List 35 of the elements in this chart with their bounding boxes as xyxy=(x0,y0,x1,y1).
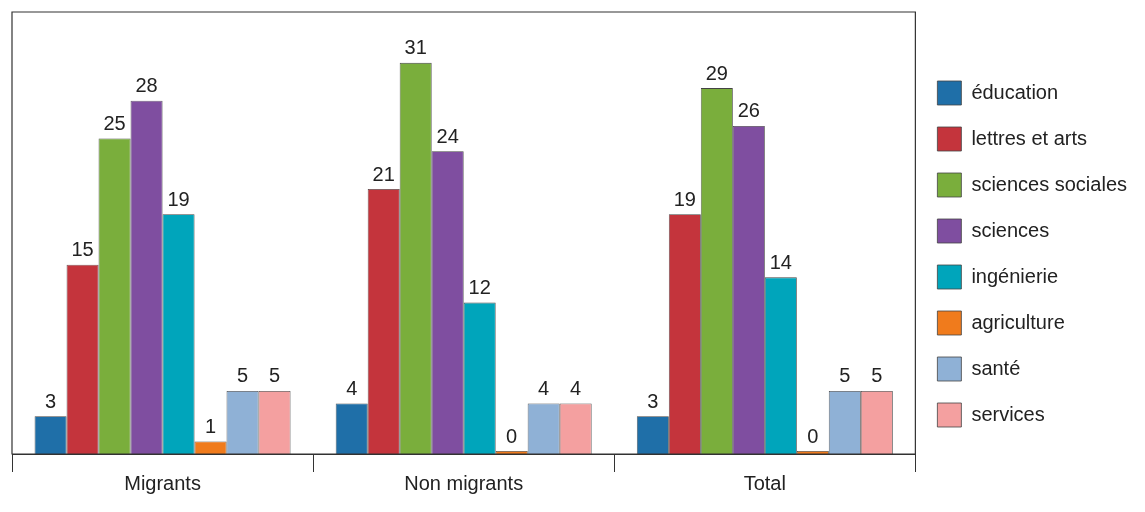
legend-label: sciences xyxy=(971,218,1050,241)
data-label: 5 xyxy=(839,364,851,387)
data-label: 21 xyxy=(372,162,395,185)
data-label: 4 xyxy=(346,377,358,400)
x-tick-label: Non migrants xyxy=(404,471,524,494)
data-label: 12 xyxy=(468,276,491,299)
data-label: 5 xyxy=(268,364,281,387)
data-label: 28 xyxy=(135,74,158,97)
data-label: 3 xyxy=(45,389,57,412)
data-label: 4 xyxy=(538,377,550,400)
data-label: 31 xyxy=(404,36,427,59)
x-tick-label: Total xyxy=(743,471,786,494)
data-label: 0 xyxy=(807,424,819,447)
data-label: 0 xyxy=(506,424,518,447)
legend-label: ingénierie xyxy=(971,264,1059,287)
data-label: 29 xyxy=(705,61,728,84)
data-label: 24 xyxy=(436,124,459,147)
legend-label: lettres et arts xyxy=(971,126,1087,149)
data-label: 3 xyxy=(647,389,659,412)
data-label: 19 xyxy=(167,187,190,210)
data-label: 19 xyxy=(673,187,696,210)
x-tick-label: Migrants xyxy=(124,471,201,494)
data-label: 5 xyxy=(236,364,249,387)
legend-label: sciences sociales xyxy=(971,172,1127,195)
data-label: 4 xyxy=(570,377,582,400)
data-label: 15 xyxy=(71,238,94,261)
data-label: 1 xyxy=(204,414,217,437)
legend-label: éducation xyxy=(971,80,1059,103)
data-label: 25 xyxy=(103,112,126,135)
legend-label: services xyxy=(971,402,1045,425)
data-label: 26 xyxy=(737,99,760,122)
data-label: 5 xyxy=(871,364,883,387)
legend-label: santé xyxy=(971,356,1021,379)
data-label: 14 xyxy=(769,250,792,273)
legend-label: agriculture xyxy=(971,310,1065,333)
